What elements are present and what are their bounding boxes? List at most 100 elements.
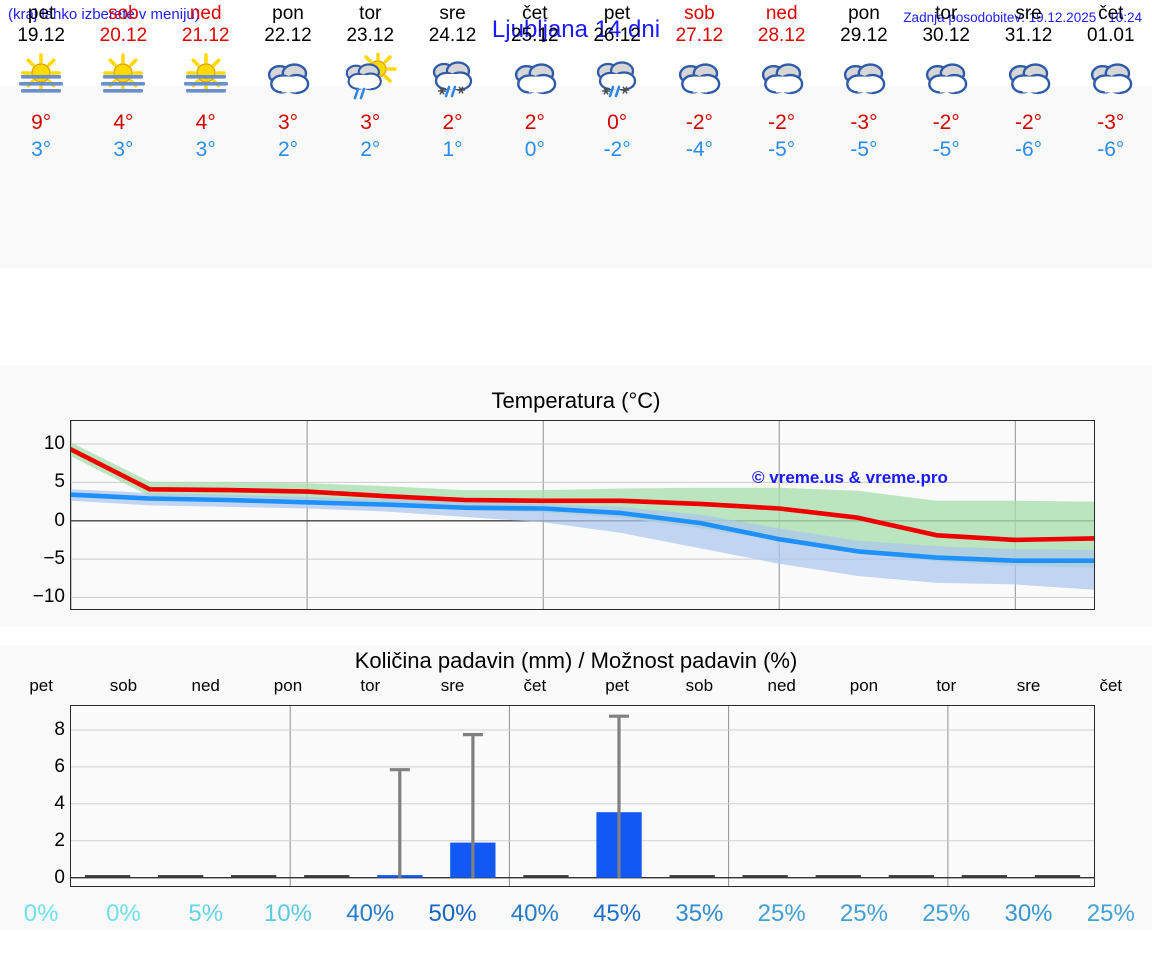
precipitation-day-label: tor — [360, 676, 381, 695]
temperature-y-tick-label: 0 — [54, 509, 65, 531]
day-column[interactable]: sre 24.12 2° 1° — [411, 0, 493, 182]
cloud-sleet-icon — [420, 51, 486, 107]
day-of-week-label: tor — [935, 3, 958, 24]
temperature-y-tick-label: −10 — [32, 586, 65, 608]
day-date-label: 25.12 — [511, 25, 559, 46]
precipitation-y-tick-label: 6 — [54, 755, 65, 777]
precipitation-probability-label: 25% — [839, 900, 888, 927]
day-column[interactable]: ned 21.12 4° 3° — [165, 0, 247, 182]
precipitation-day-label: čet — [523, 676, 547, 695]
temperature-max: 3° — [360, 111, 381, 134]
location-menu-note[interactable]: (kraj lahko izberete v meniju) — [8, 6, 200, 23]
day-date-label: 24.12 — [428, 25, 477, 46]
temperature-max: 4° — [195, 111, 216, 134]
day-column[interactable]: čet 01.01 -3° -6° — [1070, 0, 1152, 182]
temperature-min: 3° — [195, 138, 216, 161]
temperature-max: 3° — [277, 111, 299, 134]
cloudy-icon — [666, 51, 732, 107]
temperature-min: 1° — [442, 138, 463, 161]
last-update-label: Zadnja posodobitev: 19.12.2025 - 10:24 — [903, 10, 1142, 25]
day-column[interactable]: tor 23.12 3° 2° — [329, 0, 411, 182]
day-date-label: 01.01 — [1087, 25, 1135, 46]
precipitation-probability-label: 0% — [106, 900, 141, 927]
temperature-min: 2° — [277, 138, 299, 161]
sun-fog-icon — [173, 51, 239, 107]
day-column[interactable]: pet 19.12 9° 3° — [0, 0, 82, 182]
day-of-week-label: sre — [1015, 3, 1042, 24]
cloudy-icon — [255, 51, 321, 107]
precipitation-probability-label: 40% — [346, 900, 395, 927]
temperature-max: -3° — [1097, 111, 1125, 134]
day-of-week-label: tor — [359, 3, 382, 24]
temperature-min: -5° — [932, 138, 960, 161]
temperature-max: -3° — [850, 111, 878, 134]
precipitation-probability-label: 30% — [1004, 900, 1053, 927]
temperature-y-tick-label: 10 — [43, 433, 65, 455]
precipitation-day-label: tor — [936, 676, 957, 695]
temperature-max: 2° — [442, 111, 463, 134]
day-date-label: 27.12 — [675, 25, 724, 46]
day-column[interactable]: sob 27.12 -2° -4° — [658, 0, 740, 182]
copyright-label: © vreme.us & vreme.pro — [752, 468, 948, 487]
precipitation-day-label: ned — [191, 676, 220, 695]
precipitation-day-label: sob — [109, 676, 138, 695]
temperature-min: -6° — [1097, 138, 1125, 161]
day-column[interactable]: pon 29.12 -3° -5° — [823, 0, 905, 182]
temperature-min: -5° — [850, 138, 878, 161]
precipitation-probability-label: 45% — [593, 900, 642, 927]
cloudy-icon — [996, 51, 1062, 107]
precipitation-probability-label: 0% — [23, 900, 59, 927]
precipitation-plot: 0 2 4 6 8 — [54, 705, 1095, 888]
temperature-min: -4° — [685, 138, 713, 161]
day-date-label: 26.12 — [593, 25, 641, 46]
precipitation-y-tick-label: 8 — [54, 719, 65, 740]
precipitation-day-label: sre — [1016, 676, 1041, 695]
day-of-week-label: pon — [272, 3, 304, 24]
precipitation-day-label: sob — [685, 676, 714, 695]
day-column[interactable]: ned 28.12 -2° -5° — [741, 0, 823, 182]
day-date-label: 30.12 — [922, 25, 970, 46]
day-date-label: 28.12 — [757, 25, 806, 46]
temperature-min: 0° — [524, 138, 545, 161]
temperature-min: 2° — [360, 138, 381, 161]
precipitation-day-label: pet — [29, 676, 53, 695]
precipitation-day-label: sre — [440, 676, 465, 695]
cloudy-icon — [749, 51, 815, 107]
page-title: Ljubljana 14 dni — [491, 16, 661, 43]
temperature-max: -2° — [932, 111, 960, 134]
day-of-week-label: sre — [439, 3, 466, 24]
cloudy-icon — [502, 51, 568, 107]
day-column[interactable]: čet 25.12 2° 0° — [494, 0, 576, 182]
day-date-label: 29.12 — [840, 25, 888, 46]
temperature-max: 0° — [607, 111, 628, 134]
temperature-max: -2° — [685, 111, 713, 134]
day-of-week-label: sob — [684, 3, 715, 24]
day-column[interactable]: pon 22.12 3° 2° — [247, 0, 329, 182]
precipitation-probability-label: 25% — [922, 900, 971, 927]
day-column[interactable]: sre 31.12 -2° -6° — [987, 0, 1069, 182]
temperature-max: -2° — [1014, 111, 1043, 134]
temperature-min: -5° — [768, 138, 796, 161]
precipitation-probability-label: 25% — [757, 900, 806, 927]
day-of-week-label: pet — [603, 3, 631, 24]
precipitation-probability-label: 35% — [675, 900, 724, 927]
day-column[interactable]: tor 30.12 -2° -5° — [905, 0, 987, 182]
temperature-max: 4° — [113, 111, 134, 134]
precipitation-probability-label: 10% — [263, 900, 312, 927]
precipitation-chart-title: Količina padavin (mm) / Možnost padavin … — [354, 648, 798, 673]
precipitation-day-label: pon — [273, 676, 303, 695]
temperature-min: 3° — [31, 138, 52, 161]
precipitation-y-tick-label: 2 — [54, 829, 65, 851]
cloudy-icon — [1078, 51, 1144, 107]
day-column[interactable]: pet 26.12 0° -2° — [576, 0, 658, 182]
precipitation-day-label: čet — [1099, 676, 1123, 695]
temperature-chart-canvas — [71, 421, 1094, 609]
day-of-week-label: pet — [27, 3, 55, 24]
precipitation-probability-label: 25% — [1086, 900, 1135, 927]
temperature-plot: 10 5 0 −5 −10 — [33, 420, 1095, 610]
day-date-label: 20.12 — [99, 25, 148, 46]
day-column[interactable]: sob 20.12 4° 3° — [82, 0, 164, 182]
temperature-min: -2° — [603, 138, 631, 161]
sun-cloud-rain-icon — [337, 51, 403, 107]
